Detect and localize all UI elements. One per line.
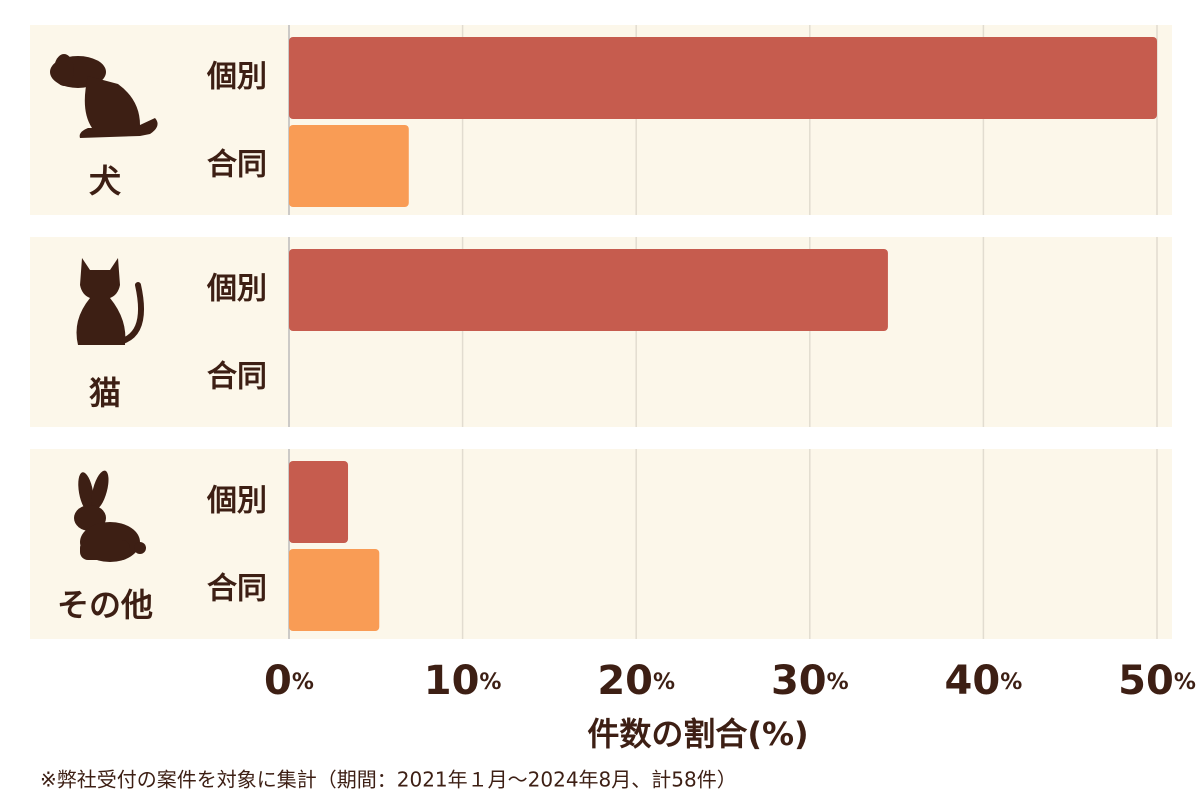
cat-icon [76,258,144,345]
series-label: 合同 [207,148,267,183]
x-tick-label: 30% [771,658,849,704]
icons [50,54,158,562]
bar [289,549,380,631]
series-label: 合同 [207,572,267,607]
x-tick-label: 50% [1118,658,1196,704]
series-label: 個別 [206,484,267,519]
rabbit-icon [74,470,146,562]
x-tick-label: 0% [264,658,314,704]
series-label: 個別 [206,272,267,307]
series-label: 合同 [207,360,267,395]
bar [289,461,349,543]
footnote: ※弊社受付の案件を対象に集計（期間：2021年１月～2024年8月、計58件） [40,768,737,792]
group-label: 犬 [89,162,121,200]
x-tick-label: 40% [945,658,1023,704]
group-label: 猫 [89,374,121,412]
x-axis-title: 件数の割合(%) [587,715,808,753]
group-label: その他 [57,586,153,624]
bar [289,37,1157,119]
group-panel [30,449,1172,639]
series-label: 個別 [206,60,267,95]
bar [289,125,409,207]
dog-icon [50,54,158,138]
x-tick-label: 10% [424,658,502,704]
x-tick-label: 20% [597,658,675,704]
bar [289,249,888,331]
